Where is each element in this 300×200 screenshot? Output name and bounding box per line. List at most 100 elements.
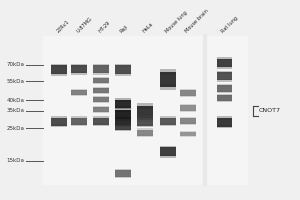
Bar xyxy=(93,64,109,67)
Bar xyxy=(160,146,176,149)
Bar xyxy=(51,118,67,126)
Bar xyxy=(51,73,67,76)
Text: Raji: Raji xyxy=(119,24,129,34)
Bar xyxy=(137,130,153,136)
Bar xyxy=(180,132,196,136)
Bar xyxy=(115,129,130,131)
Bar xyxy=(217,79,232,82)
Bar xyxy=(44,36,247,184)
Bar xyxy=(217,118,232,127)
Text: 35kDa: 35kDa xyxy=(6,108,24,113)
Bar xyxy=(180,90,196,96)
Bar xyxy=(180,105,196,111)
Bar xyxy=(115,108,130,112)
Text: HeLa: HeLa xyxy=(142,21,154,34)
Bar xyxy=(217,94,232,96)
Bar xyxy=(137,118,153,126)
Text: 70kDa: 70kDa xyxy=(6,62,24,67)
Bar xyxy=(180,122,196,125)
Bar xyxy=(217,57,232,60)
Bar xyxy=(160,123,176,126)
Bar xyxy=(160,147,176,156)
Bar xyxy=(160,116,176,119)
Text: 15kDa: 15kDa xyxy=(6,158,24,163)
Text: 22Rv1: 22Rv1 xyxy=(56,19,70,34)
Bar xyxy=(115,100,130,108)
Bar xyxy=(93,96,109,98)
Bar xyxy=(93,65,109,73)
Text: 55kDa: 55kDa xyxy=(6,79,24,84)
Bar xyxy=(217,72,232,80)
Bar xyxy=(160,72,176,87)
Bar xyxy=(51,124,67,127)
Bar xyxy=(115,124,130,126)
Bar xyxy=(115,117,130,121)
Text: Rat lung: Rat lung xyxy=(221,16,239,34)
Bar xyxy=(180,117,196,119)
Bar xyxy=(93,107,109,112)
Bar xyxy=(51,116,67,119)
Bar xyxy=(115,170,130,177)
Bar xyxy=(115,176,130,178)
Bar xyxy=(160,154,176,158)
Bar xyxy=(93,101,109,103)
Bar xyxy=(137,134,153,137)
Bar xyxy=(217,95,232,101)
Bar xyxy=(115,64,130,67)
Bar xyxy=(137,117,153,122)
Bar xyxy=(137,106,153,120)
Bar xyxy=(217,84,232,87)
Bar xyxy=(71,94,87,96)
Bar xyxy=(93,72,109,75)
Bar xyxy=(93,118,109,125)
Bar xyxy=(217,71,232,74)
Bar xyxy=(93,87,109,89)
Bar xyxy=(217,125,232,128)
Bar xyxy=(137,116,153,119)
Bar xyxy=(115,169,130,171)
Bar xyxy=(217,85,232,92)
Bar xyxy=(180,136,196,137)
Text: HT-29: HT-29 xyxy=(97,20,111,34)
Bar xyxy=(93,116,109,119)
Bar xyxy=(115,106,130,109)
Bar xyxy=(115,118,130,126)
Bar xyxy=(71,64,87,67)
Bar xyxy=(115,124,130,127)
Bar xyxy=(180,89,196,91)
Bar xyxy=(180,110,196,112)
Bar xyxy=(115,110,130,119)
Bar xyxy=(51,64,67,67)
Bar xyxy=(115,73,130,76)
Bar xyxy=(71,123,87,126)
Bar xyxy=(137,103,153,109)
Bar xyxy=(93,97,109,102)
Bar xyxy=(217,116,232,120)
Bar xyxy=(115,98,130,102)
Bar xyxy=(71,72,87,75)
Text: CNOT7: CNOT7 xyxy=(259,108,281,113)
Bar xyxy=(180,95,196,97)
Bar xyxy=(93,77,109,79)
Bar xyxy=(217,91,232,93)
Bar xyxy=(217,59,232,67)
Text: Mouse lung: Mouse lung xyxy=(164,10,188,34)
Bar xyxy=(93,111,109,113)
Bar xyxy=(160,84,176,90)
Bar xyxy=(115,65,130,74)
Bar xyxy=(217,66,232,69)
Bar xyxy=(71,89,87,91)
Bar xyxy=(160,118,176,125)
Bar xyxy=(93,92,109,94)
Bar xyxy=(180,131,196,133)
Bar xyxy=(180,104,196,106)
Bar xyxy=(93,106,109,108)
Bar xyxy=(160,69,176,75)
Bar xyxy=(93,78,109,83)
Bar xyxy=(93,123,109,126)
Bar xyxy=(71,65,87,73)
Bar xyxy=(137,124,153,127)
Text: U-87MG: U-87MG xyxy=(76,16,93,34)
Bar xyxy=(217,100,232,102)
Text: 25kDa: 25kDa xyxy=(6,126,24,131)
